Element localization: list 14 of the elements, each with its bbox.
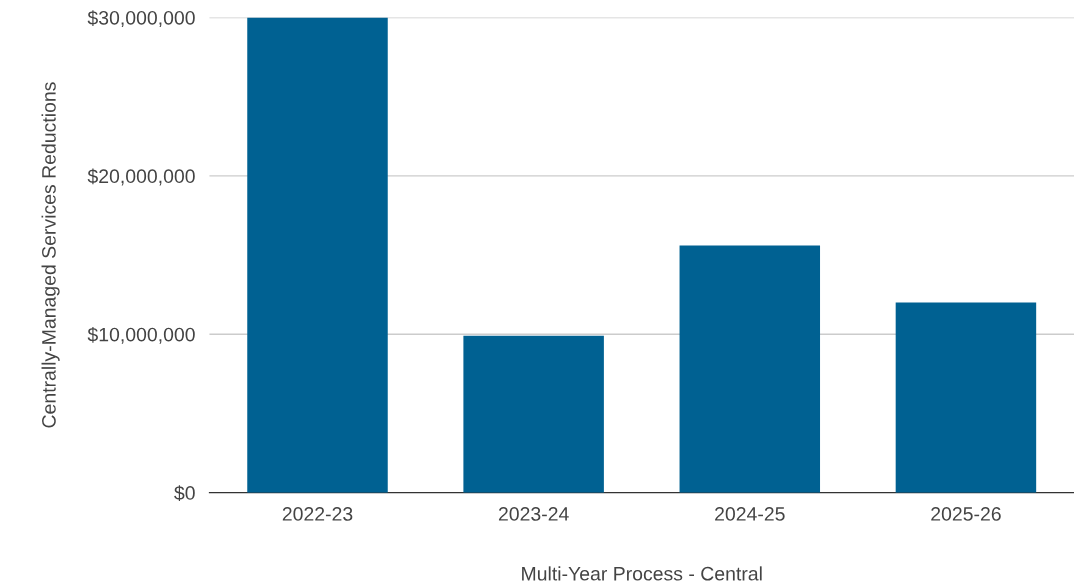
y-tick-label: $30,000,000: [87, 10, 195, 28]
x-tick-label: 2024-25: [715, 507, 785, 521]
x-tick-label: 2023-24: [498, 507, 569, 521]
x-tick-label: 2022-23: [282, 507, 353, 521]
y-axis-title: Centrally-Managed Services Reductions: [41, 82, 60, 428]
bar: [463, 335, 604, 493]
y-tick-label: $0: [174, 485, 195, 502]
x-axis-title: Multi-Year Process - Central: [522, 566, 762, 581]
bar: [679, 245, 821, 493]
bar: [895, 302, 1037, 493]
bar: [247, 17, 388, 493]
y-tick-label: $10,000,000: [87, 326, 195, 344]
x-tick-label: 2025-26: [931, 507, 1001, 521]
y-tick-label: $20,000,000: [87, 168, 195, 186]
